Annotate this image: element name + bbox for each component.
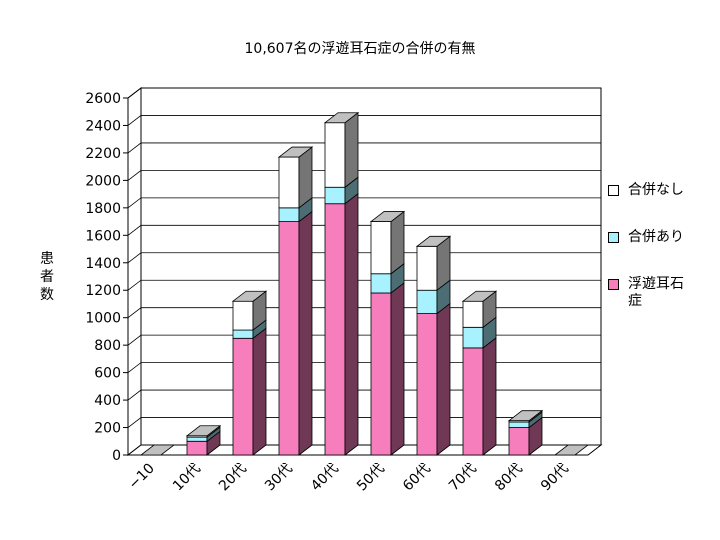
bar-top: [461, 290, 498, 302]
legend-item: 合併あり: [606, 229, 690, 246]
gridline: [127, 224, 601, 236]
x-tick-label: 40代: [308, 461, 342, 495]
legend-swatch: [608, 185, 619, 196]
bar-top: [507, 410, 544, 422]
legend-label: 合併あり: [628, 229, 684, 245]
gridline: [127, 142, 601, 154]
bar-segment-front: [232, 337, 254, 456]
y-tick-label: 200: [94, 421, 121, 437]
y-tick-label: 1400: [85, 256, 121, 272]
bar-segment-front: [232, 300, 254, 331]
bar-segment-front: [508, 427, 530, 456]
x-tick-label: 60代: [400, 461, 434, 495]
bar-segment-front: [370, 221, 392, 275]
x-tick-label: 10代: [170, 461, 204, 495]
y-tick-label: 1000: [85, 311, 121, 327]
bar-segment-front: [462, 326, 484, 349]
gridline: [127, 169, 601, 181]
legend: 合併なし合併あり浮遊耳石症: [606, 182, 716, 340]
y-axis-label: 患者数: [38, 250, 56, 304]
bar-segment-front: [416, 313, 438, 456]
x-tick-label: 50代: [354, 461, 388, 495]
bar-segment-front: [416, 289, 438, 314]
gridline: [127, 87, 601, 99]
bar-segment-side: [390, 210, 405, 275]
bar-top: [415, 235, 452, 247]
legend-label: 合併なし: [628, 182, 684, 198]
gridline: [127, 197, 601, 209]
x-tick-label: 30代: [262, 461, 296, 495]
bar-top: [139, 444, 176, 456]
y-axis-label-char: 者: [40, 269, 54, 285]
bar-segment-front: [462, 300, 484, 328]
x-tick-label: 90代: [538, 461, 572, 495]
bar-segment-front: [278, 221, 300, 456]
plot-side-wall: [127, 86, 142, 457]
bar-segment-side: [344, 111, 359, 189]
bar-segment-front: [278, 207, 300, 222]
y-axis-label-char: 患: [40, 251, 54, 267]
bar-segment-side: [252, 327, 267, 456]
bar-top: [369, 211, 406, 222]
y-tick-label: 1200: [85, 283, 121, 299]
bar-segment-front: [508, 421, 530, 428]
x-tick-label: 20代: [216, 461, 250, 495]
bar-segment-front: [462, 347, 484, 456]
legend-swatch: [608, 279, 619, 290]
chart-title: 10,607名の浮遊耳石症の合併の有無: [244, 41, 476, 57]
bar-segment-front: [370, 273, 392, 294]
y-tick-label: 2000: [85, 173, 121, 189]
bar-segment-front: [324, 203, 346, 456]
y-tick-label: 2200: [85, 146, 121, 162]
legend-item: 浮遊耳石症: [606, 276, 690, 310]
bar-segment-front: [186, 440, 208, 456]
bar-segment-front: [324, 122, 346, 188]
bar-top: [277, 146, 314, 158]
bar-segment-side: [482, 337, 497, 456]
legend-label: 浮遊耳石症: [628, 276, 684, 309]
x-tick-label: 70代: [446, 461, 480, 495]
y-tick-label: 2600: [85, 91, 121, 107]
bar-top: [185, 425, 222, 437]
bar-segment-side: [298, 146, 313, 209]
y-tick-label: 1600: [85, 228, 121, 244]
x-tick-label: −10: [126, 461, 158, 493]
y-tick-label: 800: [94, 338, 121, 354]
bar-top: [553, 444, 590, 456]
y-tick-label: 2400: [85, 118, 121, 134]
legend-item: 合併なし: [606, 182, 690, 199]
bar-segment-front: [370, 292, 392, 456]
y-tick-label: 400: [94, 393, 121, 409]
legend-swatch: [608, 232, 619, 243]
bar-segment-front: [416, 245, 438, 291]
bar-segment-side: [436, 302, 451, 456]
bar-segment-side: [390, 282, 405, 456]
bar-top: [323, 112, 360, 124]
y-tick-label: 1800: [85, 201, 121, 217]
bar-segment-front: [186, 436, 208, 442]
gridline: [127, 115, 601, 126]
bar-top: [231, 290, 268, 302]
bar-segment-front: [324, 186, 346, 205]
bar-segment-front: [232, 329, 254, 339]
y-tick-label: 600: [94, 366, 121, 382]
x-tick-label: 80代: [492, 461, 526, 495]
y-tick-label: 0: [112, 448, 121, 464]
bar-segment-front: [278, 156, 300, 209]
bar-segment-side: [298, 210, 313, 456]
y-axis-label-char: 数: [40, 287, 54, 303]
bar-segment-side: [344, 192, 359, 456]
